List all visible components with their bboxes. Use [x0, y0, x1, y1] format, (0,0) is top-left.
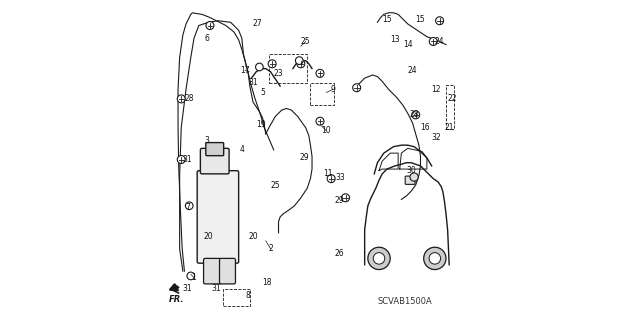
FancyBboxPatch shape	[204, 258, 221, 284]
Circle shape	[327, 174, 335, 182]
Text: 23: 23	[274, 69, 284, 78]
Text: 20: 20	[204, 232, 213, 241]
Circle shape	[177, 95, 185, 103]
Text: 24: 24	[435, 37, 444, 46]
Text: 10: 10	[321, 126, 331, 135]
Circle shape	[316, 117, 324, 125]
Text: 31: 31	[248, 78, 258, 87]
Text: 25: 25	[271, 181, 280, 189]
Text: 15: 15	[382, 15, 392, 24]
Circle shape	[342, 194, 349, 202]
Text: 5: 5	[260, 88, 265, 97]
Text: 33: 33	[336, 173, 346, 182]
FancyBboxPatch shape	[197, 171, 239, 263]
Circle shape	[373, 253, 385, 264]
Circle shape	[429, 38, 437, 46]
Text: 30: 30	[406, 166, 416, 175]
FancyBboxPatch shape	[405, 176, 415, 184]
Text: 21: 21	[444, 123, 454, 132]
Text: 17: 17	[240, 66, 250, 75]
Text: 14: 14	[403, 40, 413, 49]
FancyBboxPatch shape	[220, 258, 236, 284]
Circle shape	[296, 57, 303, 64]
Circle shape	[187, 272, 195, 280]
Circle shape	[410, 173, 419, 181]
Text: 22: 22	[447, 94, 457, 103]
Circle shape	[424, 247, 446, 270]
Circle shape	[206, 21, 214, 30]
Text: 29: 29	[334, 197, 344, 205]
Text: 3: 3	[204, 136, 209, 145]
Text: 8: 8	[246, 291, 251, 300]
Text: SCVAB1500A: SCVAB1500A	[377, 297, 432, 306]
Text: 29: 29	[300, 153, 309, 162]
Circle shape	[353, 84, 361, 92]
Circle shape	[177, 155, 185, 164]
Circle shape	[412, 111, 420, 119]
Text: 11: 11	[323, 169, 333, 178]
Text: 18: 18	[262, 278, 272, 287]
Text: 9: 9	[330, 85, 335, 94]
Text: 24: 24	[408, 66, 417, 75]
Text: 31: 31	[183, 284, 193, 293]
Circle shape	[186, 202, 193, 210]
FancyBboxPatch shape	[200, 148, 229, 174]
Text: 13: 13	[390, 35, 400, 44]
Text: 12: 12	[432, 85, 441, 94]
Text: 28: 28	[410, 110, 419, 119]
Circle shape	[316, 70, 324, 78]
Text: 6: 6	[204, 34, 209, 43]
Text: 15: 15	[415, 15, 426, 24]
Text: 28: 28	[184, 94, 194, 103]
Text: 27: 27	[253, 19, 262, 28]
Text: 20: 20	[248, 232, 258, 241]
Text: 31: 31	[211, 284, 221, 293]
Text: 16: 16	[420, 123, 430, 132]
Text: FR.: FR.	[169, 295, 184, 304]
Circle shape	[436, 17, 444, 25]
Circle shape	[255, 63, 263, 71]
Text: 7: 7	[185, 203, 190, 212]
Text: 26: 26	[334, 249, 344, 258]
Circle shape	[268, 60, 276, 68]
Text: 31: 31	[183, 155, 193, 164]
Text: 25: 25	[301, 37, 310, 46]
Text: 2: 2	[268, 244, 273, 253]
Circle shape	[429, 253, 440, 264]
Circle shape	[297, 60, 305, 68]
Text: 19: 19	[256, 120, 266, 129]
Text: 4: 4	[239, 145, 244, 154]
Circle shape	[368, 247, 390, 270]
FancyBboxPatch shape	[206, 143, 223, 156]
Text: 1: 1	[191, 273, 196, 282]
Text: 32: 32	[431, 133, 441, 142]
